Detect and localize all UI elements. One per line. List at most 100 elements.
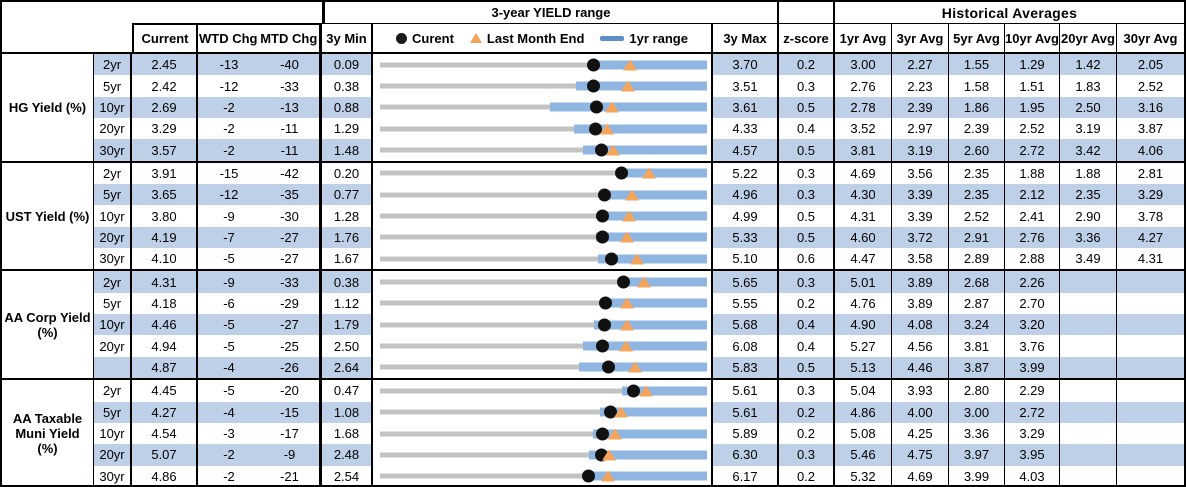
last-month-marker bbox=[630, 253, 645, 265]
table-row: 10yr 4.46 -5 -27 1.79 5.68 0.4 4.90 4.08 3.24 3.20 bbox=[94, 314, 1184, 336]
wtd-chg-value: -3 bbox=[223, 426, 235, 442]
z-score-value: 0.2 bbox=[779, 54, 835, 76]
current-value: 2.69 bbox=[132, 96, 198, 119]
5yr-avg-value: 3.36 bbox=[949, 422, 1005, 445]
range-chart bbox=[373, 401, 713, 423]
tenor-label: 20yr bbox=[94, 226, 132, 249]
10yr-avg-value: 2.72 bbox=[1005, 401, 1060, 423]
last-month-triangle-icon bbox=[469, 33, 482, 43]
current-value: 4.45 bbox=[132, 380, 198, 402]
current-dot bbox=[599, 296, 613, 310]
last-month-marker bbox=[605, 101, 620, 113]
mtd-chg-value: -27 bbox=[260, 248, 322, 270]
current-dot bbox=[588, 122, 602, 136]
range-chart bbox=[373, 162, 713, 185]
3y-max-value: 6.30 bbox=[713, 444, 779, 466]
tenor-label: 10yr bbox=[94, 422, 132, 445]
20yr-avg-value: 2.50 bbox=[1060, 96, 1117, 119]
3y-max-value: 4.96 bbox=[713, 184, 779, 206]
20yr-avg-value bbox=[1060, 422, 1117, 445]
1yr-avg-value: 5.08 bbox=[835, 422, 892, 445]
20yr-avg-value bbox=[1060, 465, 1117, 485]
last-month-marker bbox=[620, 80, 635, 92]
10yr-avg-value: 2.12 bbox=[1005, 184, 1060, 206]
3y-min-value: 0.77 bbox=[322, 184, 373, 206]
wtd-chg-value: -2 bbox=[198, 96, 260, 119]
last-month-marker bbox=[638, 385, 653, 397]
3y-min-column-header: 3y Min bbox=[322, 24, 373, 52]
last-month-marker bbox=[620, 297, 635, 309]
3y-min-value: 0.20 bbox=[322, 162, 373, 185]
z-score-value: 0.3 bbox=[779, 75, 835, 97]
range-chart bbox=[373, 184, 713, 206]
table-row: 10yr 3.80 -9 -30 1.28 4.99 0.5 4.31 3.39 2.52 2.41… bbox=[94, 205, 1184, 227]
3y-max-value: 5.89 bbox=[713, 422, 779, 445]
row-group-label: UST Yield (%) bbox=[2, 162, 94, 270]
1yr-avg-value: 4.86 bbox=[835, 401, 892, 423]
current-dot bbox=[602, 360, 616, 374]
3yr-avg-value: 2.27 bbox=[892, 54, 949, 76]
5yr-avg-value: 2.39 bbox=[949, 118, 1005, 140]
tenor-label: 20yr bbox=[94, 118, 132, 140]
20yr-avg-value bbox=[1060, 401, 1117, 423]
3yr-avg-value: 3.39 bbox=[892, 205, 949, 227]
3y-max-value: 3.70 bbox=[713, 54, 779, 76]
current-dot bbox=[617, 275, 631, 289]
last-month-marker bbox=[605, 144, 620, 156]
3yr-avg-value: 2.97 bbox=[892, 118, 949, 140]
tenor-label: 2yr bbox=[94, 271, 132, 293]
current-value: 2.42 bbox=[132, 75, 198, 97]
3y-max-value: 5.55 bbox=[713, 292, 779, 315]
tenor-label: 30yr bbox=[94, 465, 132, 485]
current-value: 4.46 bbox=[132, 314, 198, 336]
3y-range-line bbox=[380, 473, 707, 479]
1yr-avg-value: 5.46 bbox=[835, 444, 892, 466]
current-value: 3.29 bbox=[132, 118, 198, 140]
5yr-avg-value: 2.52 bbox=[949, 205, 1005, 227]
1yr-avg-value: 3.52 bbox=[835, 118, 892, 140]
1yr-avg-value: 3.81 bbox=[835, 139, 892, 161]
10yr-avg-value: 3.20 bbox=[1005, 314, 1060, 336]
current-dot bbox=[605, 252, 619, 266]
5yr-avg-value: 3.97 bbox=[949, 444, 1005, 466]
table-row: 30yr 3.57 -2 -11 1.48 4.57 0.5 3.81 3.19 2.60 2.72… bbox=[94, 139, 1184, 161]
1yr-avg-value: 4.31 bbox=[835, 205, 892, 227]
range-chart bbox=[373, 422, 713, 445]
z-score-value: 0.2 bbox=[779, 401, 835, 423]
section-aa-taxable-muni-yield-: AA Taxable Muni Yield (%) 2yr 4.45 -5 -20 0.4… bbox=[2, 378, 1184, 485]
table-row: 2yr 3.91 -15 -42 0.20 5.22 0.3 4.69 3.56 2.35 1.88… bbox=[94, 162, 1184, 185]
3y-max-value: 3.51 bbox=[713, 75, 779, 97]
mtd-chg-value: -29 bbox=[260, 292, 322, 315]
5yr-avg-value: 1.86 bbox=[949, 96, 1005, 119]
30yr-avg-column-header: 30yr Avg bbox=[1123, 30, 1178, 46]
3y-range-line bbox=[380, 279, 707, 285]
wtd-chg-value: -15 bbox=[219, 165, 239, 181]
mtd-chg-value: -30 bbox=[260, 205, 322, 227]
3y-range-line bbox=[380, 104, 707, 110]
3yr-avg-value: 3.56 bbox=[892, 162, 949, 185]
20yr-avg-value bbox=[1060, 271, 1117, 293]
current-value: 4.27 bbox=[132, 401, 198, 423]
3y-range-line bbox=[380, 256, 707, 262]
current-dot bbox=[615, 166, 629, 180]
3y-max-value: 5.65 bbox=[713, 271, 779, 293]
current-dot bbox=[590, 100, 604, 114]
table-row: 2yr 4.45 -5 -20 0.47 5.61 0.3 5.04 3.93 2.80 2.29 bbox=[94, 380, 1184, 402]
3yr-avg-value: 4.46 bbox=[892, 356, 949, 379]
z-score-value: 0.5 bbox=[779, 205, 835, 227]
1yr-range-bar bbox=[598, 211, 707, 221]
tenor-label: 10yr bbox=[94, 205, 132, 227]
range-chart bbox=[373, 292, 713, 315]
3y-min-value: 1.28 bbox=[322, 205, 373, 227]
10yr-avg-value: 2.29 bbox=[1005, 380, 1060, 402]
30yr-avg-value bbox=[1117, 314, 1184, 336]
table-row: 30yr 4.10 -5 -27 1.67 5.10 0.6 4.47 3.58 2.89 2.88… bbox=[94, 248, 1184, 270]
section-hg-yield-: HG Yield (%) 2yr 2.45 -13 -40 0.09 3.70 0.2 3.00… bbox=[2, 54, 1184, 161]
z-score-value: 0.4 bbox=[779, 314, 835, 336]
1yr-range-bar bbox=[578, 362, 707, 372]
range-chart bbox=[373, 356, 713, 379]
3y-min-value: 1.79 bbox=[322, 314, 373, 336]
1yr-avg-value: 4.60 bbox=[835, 226, 892, 249]
range-chart bbox=[373, 314, 713, 336]
